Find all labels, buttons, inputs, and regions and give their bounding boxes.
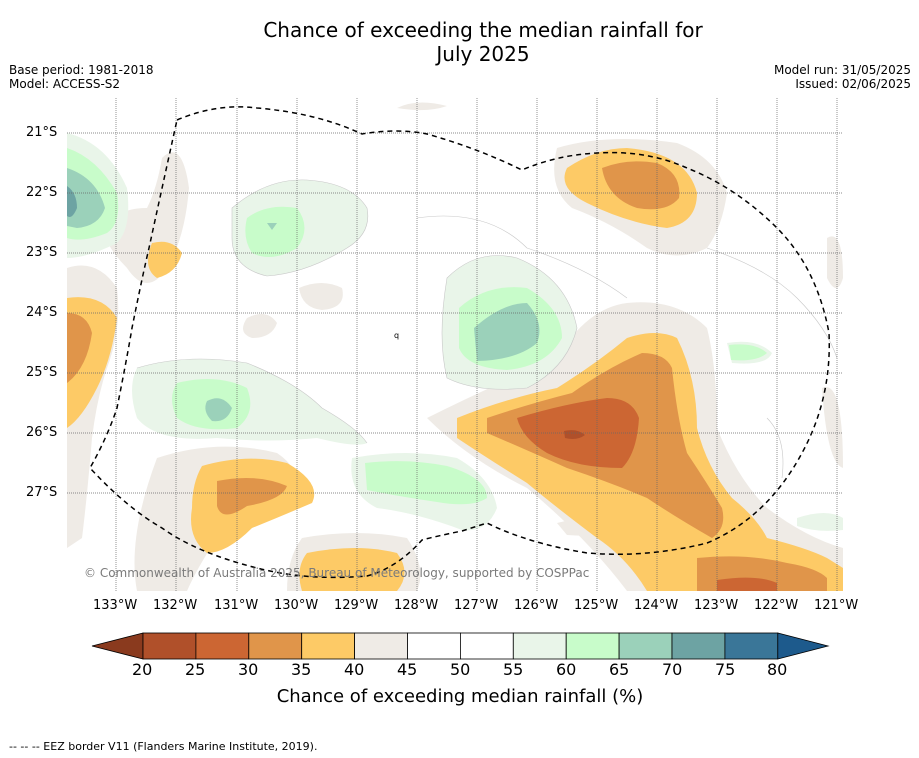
lat-label: 21°S: [26, 125, 58, 140]
lon-label: 126°W: [514, 598, 559, 613]
colorbar-segment: [407, 632, 461, 660]
lon-label: 122°W: [754, 598, 799, 613]
contour-fills: [67, 102, 843, 591]
lat-label: 26°S: [26, 425, 58, 440]
lon-label: 121°W: [814, 598, 859, 613]
colorbar-tick: 75: [715, 660, 736, 679]
model-name: Model: ACCESS-S2: [9, 77, 121, 91]
colorbar-tick: 80: [767, 660, 788, 679]
map-title-line2: July 2025: [436, 42, 530, 66]
lat-label: 22°S: [26, 185, 58, 200]
lat-gridlines: [67, 132, 843, 494]
colorbar-segment: [354, 632, 408, 660]
lon-label: 131°W: [214, 598, 259, 613]
lon-label: 130°W: [274, 598, 319, 613]
colorbar-segment: [459, 632, 514, 660]
colorbar-tick: 35: [291, 660, 312, 679]
lon-gridlines: [115, 98, 838, 591]
colorbar-segment: [512, 632, 567, 660]
meta-left: Base period: 1981-2018 Model: ACCESS-S2: [9, 63, 154, 91]
colorbar-tick: 60: [556, 660, 577, 679]
colorbar-tick: 25: [185, 660, 206, 679]
colorbar-over-arrow: [777, 632, 830, 660]
lon-label: 128°W: [394, 598, 439, 613]
lon-label: 133°W: [93, 598, 138, 613]
lon-label: 123°W: [694, 598, 739, 613]
lat-label: 24°S: [26, 305, 58, 320]
base-period: Base period: 1981-2018: [9, 63, 154, 77]
colorbar-segment: [671, 632, 726, 660]
contour-lines: [136, 179, 838, 479]
colorbar: [91, 632, 830, 660]
lon-label: 124°W: [634, 598, 679, 613]
colorbar-segment: [565, 632, 620, 660]
lat-label: 27°S: [26, 485, 58, 500]
colorbar-segment: [724, 632, 779, 660]
eez-border: [89, 106, 831, 579]
lat-label: 25°S: [26, 365, 58, 380]
colorbar-segments: [91, 632, 830, 660]
issued-date: Issued: 02/06/2025: [795, 77, 911, 91]
model-run: Model run: 31/05/2025: [773, 63, 911, 77]
colorbar-tick: 65: [609, 660, 630, 679]
colorbar-tick: 40: [344, 660, 365, 679]
colorbar-segment: [248, 632, 303, 660]
colorbar-label: Chance of exceeding median rainfall (%): [276, 686, 644, 707]
colorbar-tick: 70: [662, 660, 683, 679]
colorbar-tick: 30: [238, 660, 259, 679]
map-speck: q: [394, 331, 399, 340]
map-title: Chance of exceeding the median rainfall …: [0, 18, 919, 66]
colorbar-segment: [142, 632, 197, 660]
meta-right: Model run: 31/05/2025 Issued: 02/06/2025: [774, 63, 911, 91]
copyright-notice: © Commonwealth of Australia 2025, Bureau…: [84, 566, 590, 580]
lon-label: 132°W: [153, 598, 198, 613]
colorbar-segment: [301, 632, 356, 660]
colorbar-under-arrow: [91, 632, 144, 660]
colorbar-tick: 20: [132, 660, 153, 679]
map-panel: q: [67, 98, 843, 591]
rainfall-map: q: [67, 98, 843, 591]
colorbar-tick: 55: [503, 660, 524, 679]
colorbar-tick: 45: [397, 660, 418, 679]
lat-label: 23°S: [26, 245, 58, 260]
lon-label: 125°W: [574, 598, 619, 613]
colorbar-segment: [195, 632, 250, 660]
lon-label: 127°W: [454, 598, 499, 613]
colorbar-segment: [618, 632, 673, 660]
footer-legend: -- -- -- EEZ border V11 (Flanders Marine…: [9, 740, 318, 753]
colorbar-tick: 50: [450, 660, 471, 679]
map-title-line1: Chance of exceeding the median rainfall …: [263, 18, 703, 42]
lon-label: 129°W: [334, 598, 379, 613]
